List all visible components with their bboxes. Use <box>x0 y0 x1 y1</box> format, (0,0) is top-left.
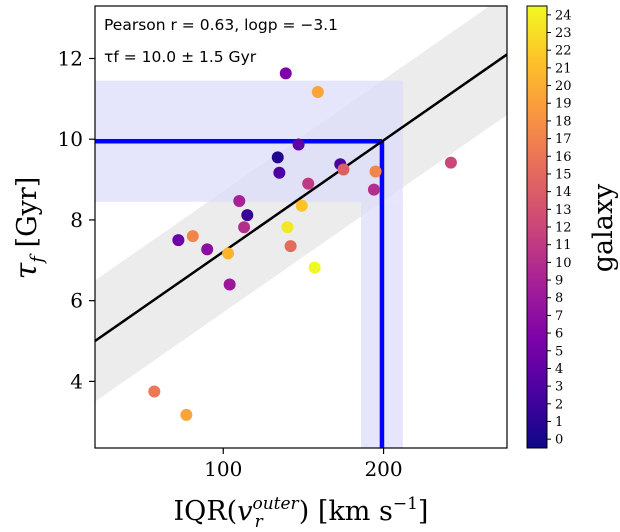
colorbar-tick-label: 8 <box>555 291 563 306</box>
data-point <box>222 247 235 260</box>
colorbar-tick-label: 22 <box>555 44 572 59</box>
data-point <box>172 234 185 247</box>
plot-area <box>95 6 507 448</box>
colorbar-tick-label: 12 <box>555 221 572 236</box>
colorbar-tick-label: 0 <box>555 433 563 448</box>
colorbar-tick-label: 21 <box>555 61 572 76</box>
xlabel-units: ) [km s <box>299 496 393 527</box>
data-point <box>308 261 321 274</box>
data-point <box>273 166 286 179</box>
data-point <box>311 85 324 98</box>
colorbar-tick-label: 23 <box>555 26 572 41</box>
x-axis-label: IQR(vouter r ) [km s−1] <box>174 494 429 532</box>
data-point <box>223 278 236 291</box>
data-point <box>281 221 294 234</box>
xlabel-sub: r <box>255 512 264 532</box>
colorbar-tick-label: 2 <box>555 397 563 412</box>
data-point <box>271 151 284 164</box>
colorbar-tick-label: 19 <box>555 97 572 112</box>
colorbar-tick-label: 7 <box>555 309 563 324</box>
fit-line <box>95 53 507 343</box>
colorbar-tick-label: 9 <box>555 274 563 289</box>
data-point <box>444 156 457 169</box>
xlabel-exp: −1 <box>393 494 418 514</box>
data-point <box>295 199 308 212</box>
colorbar-tick-label: 10 <box>555 256 572 271</box>
ylabel-symbol: τ <box>9 262 44 279</box>
data-point <box>367 183 380 196</box>
data-point <box>279 67 292 80</box>
xlabel-close: ] <box>418 496 429 527</box>
y-tick-label: 4 <box>70 369 83 393</box>
y-tick-label: 8 <box>70 208 83 232</box>
colorbar-tick-label: 13 <box>555 203 572 218</box>
colorbar-tick-label: 11 <box>555 238 572 253</box>
x-tick-label: 200 <box>364 457 402 481</box>
data-point <box>180 408 193 421</box>
ylabel-units: [Gyr] <box>12 177 43 256</box>
data-point <box>201 243 214 256</box>
data-point <box>233 194 246 207</box>
colorbar-tick-label: 17 <box>555 132 572 147</box>
colorbar <box>526 5 548 449</box>
colorbar-label: galaxy <box>588 183 619 272</box>
colorbar-tick-label: 16 <box>555 150 572 165</box>
data-point <box>284 240 297 253</box>
colorbar-tick-label: 4 <box>555 362 563 377</box>
x-tick-label: 100 <box>204 457 242 481</box>
data-point <box>148 385 161 398</box>
data-point <box>292 138 305 151</box>
colorbar-tick-label: 3 <box>555 380 563 395</box>
annotation-pearson: Pearson r = 0.63, logp = −3.1 <box>104 16 338 34</box>
annotation-tau: τf = 10.0 ± 1.5 Gyr <box>104 48 257 66</box>
colorbar-tick-label: 5 <box>555 344 563 359</box>
y-axis: 4 6 8 10 12 <box>58 46 95 393</box>
xlabel-main: IQR( <box>174 496 238 527</box>
colorbar-tick-label: 14 <box>555 185 572 200</box>
y-axis-label: τf [Gyr] <box>9 177 48 280</box>
data-point <box>302 177 315 190</box>
data-point <box>241 209 254 222</box>
y-tick-label: 10 <box>58 127 83 151</box>
data-point <box>337 163 350 176</box>
colorbar-tick-label: 15 <box>555 167 572 182</box>
xlabel-v: v <box>237 496 252 527</box>
colorbar-tick-label: 20 <box>555 79 572 94</box>
data-point <box>186 230 199 243</box>
y-tick-label: 12 <box>58 46 83 70</box>
data-point <box>238 221 251 234</box>
data-point <box>369 165 382 178</box>
plot-frame <box>94 5 508 449</box>
y-tick-label: 6 <box>70 289 83 313</box>
colorbar-tick-label: 24 <box>555 8 572 23</box>
colorbar-tick-label: 1 <box>555 415 563 430</box>
colorbar-tick-label: 6 <box>555 327 563 342</box>
x-axis: 100 200 <box>204 448 403 481</box>
colorbar-tick-label: 18 <box>555 114 572 129</box>
xlabel-sup: outer <box>252 494 299 514</box>
